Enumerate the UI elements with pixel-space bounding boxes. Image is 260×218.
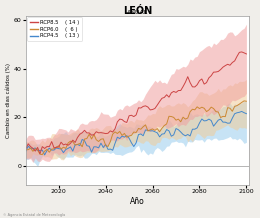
Title: LEÓN: LEÓN — [123, 5, 152, 15]
Legend: RCP8.5    ( 14 ), RCP6.0    (  6 ), RCP4.5    ( 13 ): RCP8.5 ( 14 ), RCP6.0 ( 6 ), RCP4.5 ( 13… — [28, 17, 82, 41]
X-axis label: Año: Año — [130, 197, 145, 206]
Text: ANUAL: ANUAL — [127, 10, 148, 15]
Text: © Agencia Estatal de Meteorología: © Agencia Estatal de Meteorología — [3, 213, 65, 217]
Y-axis label: Cambio en dias cálidos (%): Cambio en dias cálidos (%) — [5, 63, 11, 138]
